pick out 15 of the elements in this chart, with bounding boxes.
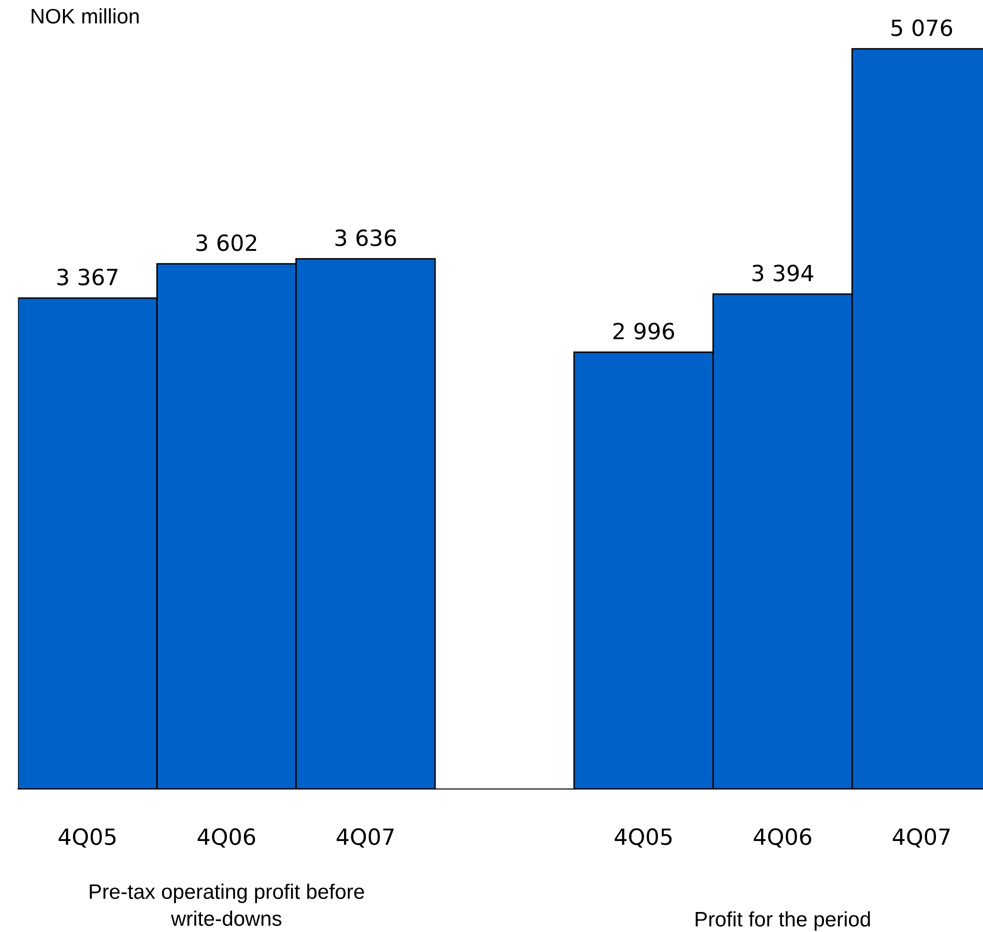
x-tick-label: 4Q06 (754, 828, 812, 848)
x-tick-label: 4Q05 (58, 828, 116, 848)
x-tick-label: 4Q07 (892, 828, 950, 848)
data-label: 3 394 (752, 264, 814, 282)
x-tick-label: 4Q06 (198, 828, 256, 848)
data-label: 3 636 (335, 229, 396, 246)
text: Pre-tax operating profit before write-downs (90, 884, 364, 926)
data-label: 5 076 (892, 19, 952, 36)
text: Profit for the period (696, 911, 870, 931)
y-axis-title: NOK million (32, 8, 139, 24)
x-tick-label: 4Q05 (614, 828, 672, 848)
data-label: 2 996 (613, 322, 674, 340)
data-label: 3 602 (196, 234, 256, 252)
data-label: 3 367 (57, 268, 118, 286)
x-tick-label: 4Q07 (336, 828, 394, 848)
